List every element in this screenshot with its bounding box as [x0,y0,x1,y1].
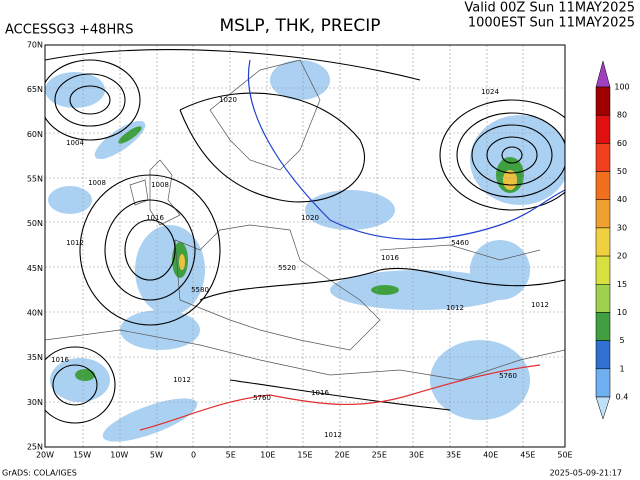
colorbar-box [595,171,611,200]
contour-label: 1024 [481,88,499,96]
latitude-label: 55N [27,175,43,184]
contour-label: 1020 [219,96,237,104]
longitude-label: 0 [191,451,196,460]
colorbar-label: 40 [617,195,627,204]
latitude-label: 30N [27,398,43,407]
colorbar-label: 15 [617,280,627,289]
contour-label: 1012 [531,301,549,309]
longitude-label: 40E [483,451,498,460]
contour-label: 1008 [151,181,169,189]
latitude-label: 60N [27,130,43,139]
latitude-label: 65N [27,85,43,94]
contour-label: 1020 [301,214,319,222]
colorbar-box [595,255,611,285]
contour-label: 5760 [253,394,271,402]
contour-label: 1008 [88,179,106,187]
longitude-label: 25E [372,451,387,460]
longitude-label: 20E [335,451,350,460]
colorbar-label: 0.4 [616,393,629,402]
thickness-5460 [248,59,565,240]
local-time: 1000EST Sun 11MAY2025 [468,16,635,31]
colorbar-label: 60 [617,139,627,148]
latitude-label: 45N [27,264,43,273]
latitude-label: 70N [27,41,43,50]
longitude-label: 45E [520,451,535,460]
isobars [45,49,565,424]
longitude-label: 5E [226,451,236,460]
colorbar-label: 80 [617,111,627,120]
colorbar-box [595,143,611,172]
valid-time: Valid 00Z Sun 11MAY2025 [464,1,635,16]
colorbar-box [595,114,611,144]
contour-label: 1016 [146,214,164,222]
contour-labels: 1004 1008 1012 1016 1020 1024 1016 1012 1020 1012… [51,88,549,439]
contour-label: 1016 [381,254,399,262]
model-label: ACCESSG3 +48HRS [5,23,134,38]
colorbar-label: 10 [617,308,627,317]
contour-label: 5760 [499,372,517,380]
map-frame [44,44,566,448]
longitude-label: 35E [446,451,461,460]
contour-label: 1016 [51,356,69,364]
coastlines [45,59,565,381]
colorbar: 100 80 60 50 40 30 20 15 10 5 1 0.4 [595,60,630,420]
colorbar-label: 100 [614,83,629,92]
latitude-label: 25N [27,443,43,452]
colorbar-box [595,340,611,370]
colorbar-label: 30 [617,223,627,232]
longitude-label: 10E [260,451,275,460]
contour-label: 1012 [173,376,191,384]
contour-label: 1016 [311,389,329,397]
graticule [45,45,565,447]
colorbar-box [595,227,611,257]
latitude-label: 50N [27,219,43,228]
contour-label: 5580 [191,286,209,294]
colorbar-box [595,199,611,229]
contour-label: 1004 [66,139,84,147]
contour-label: 5520 [278,264,296,272]
latitude-label: 35N [27,353,43,362]
footer-timestamp: 2025-05-09-21:17 [550,469,622,478]
colorbar-label: 1 [619,364,624,373]
colorbar-box [595,312,611,341]
longitude-label: 5W [150,451,163,460]
longitude-label: 50E [557,451,572,460]
contour-label: 1012 [446,304,464,312]
footer-credit: GrADS: COLA/IGES [2,469,77,478]
contour-label: 5460 [451,239,469,247]
longitude-label: 20W [36,451,54,460]
colorbar-label: 5 [619,336,624,345]
thickness-5760 [139,364,541,431]
map-title: MSLP, THK, PRECIP [219,16,380,36]
longitude-label: 15W [73,451,91,460]
colorbar-tip [595,396,611,420]
map-area: 1004 1008 1012 1016 1020 1024 1016 1012 1020 1012… [44,44,566,448]
contour-label: 1012 [324,431,342,439]
colorbar-label: 50 [617,167,627,176]
colorbar-box [595,284,611,313]
latitude-label: 40N [27,309,43,318]
longitude-label: 30E [409,451,424,460]
colorbar-box [595,86,611,116]
colorbar-box [595,368,611,398]
longitude-label: 10W [110,451,128,460]
contour-label: 1012 [66,239,84,247]
colorbar-label: 20 [617,252,627,261]
longitude-label: 15E [297,451,312,460]
